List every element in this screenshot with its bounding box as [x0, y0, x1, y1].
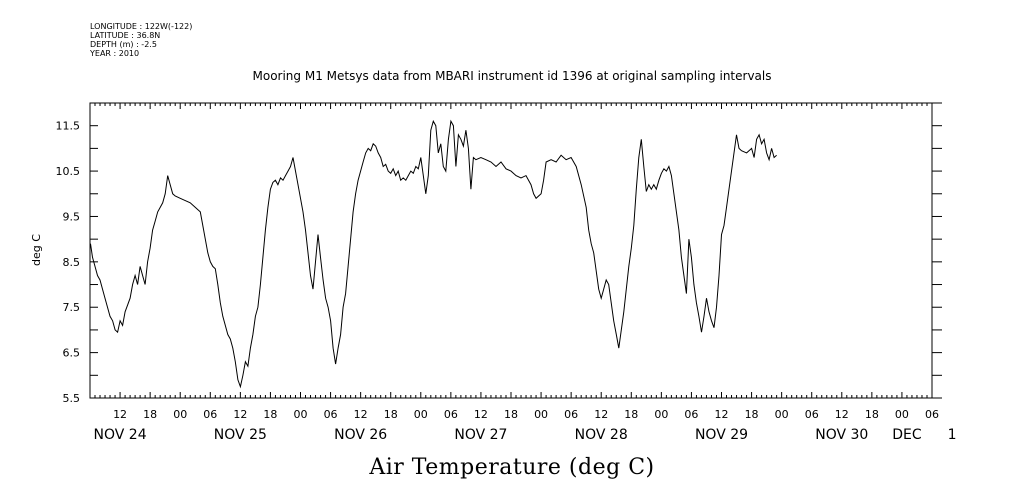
x-tick-label: 00: [654, 408, 668, 421]
y-tick-labels: 11.5 10.5 9.5 8.5 7.5 6.5 5.5: [56, 120, 81, 405]
day-label: DEC: [892, 427, 922, 443]
x-tick-label: 12: [474, 408, 488, 421]
plot-frame: [89, 102, 933, 399]
x-tick-label: 18: [143, 408, 157, 421]
x-tick-label: 06: [203, 408, 217, 421]
longitude-label: LONGITUDE : 122W(-122): [90, 22, 193, 31]
y-axis-label: deg C: [30, 234, 43, 266]
x-tick-label: 18: [624, 408, 638, 421]
day-labels: NOV 24 NOV 25 NOV 26 NOV 27 NOV 28 NOV 29 NOV …: [94, 427, 957, 443]
y-tick-label: 9.5: [63, 210, 81, 223]
x-tick-label: 12: [715, 408, 729, 421]
y-tick-label: 7.5: [63, 301, 81, 314]
x-tick-label: 06: [805, 408, 819, 421]
x-tick-label: 12: [354, 408, 368, 421]
day-label: NOV 24: [94, 427, 147, 443]
day-label: NOV 29: [695, 427, 748, 443]
y-tick-label: 5.5: [63, 392, 81, 405]
y-tick-label: 8.5: [63, 256, 81, 269]
x-tick-label: 00: [534, 408, 548, 421]
x-tick-label: 00: [173, 408, 187, 421]
year-label: YEAR : 2010: [90, 49, 140, 58]
day-label: 1: [948, 427, 957, 443]
station-metadata: LONGITUDE : 122W(-122) LATITUDE : 36.8N …: [90, 22, 192, 58]
x-tick-label: 00: [895, 408, 909, 421]
x-tick-label: 18: [865, 408, 879, 421]
x-tick-label: 18: [384, 408, 398, 421]
day-label: NOV 25: [214, 427, 267, 443]
day-label: NOV 30: [815, 427, 868, 443]
x-tick-label: 06: [925, 408, 939, 421]
y-tick-label: 6.5: [63, 347, 81, 360]
x-tick-label: 18: [745, 408, 759, 421]
day-label: NOV 26: [334, 427, 387, 443]
x-tick-label: 06: [564, 408, 578, 421]
plot-variable-title: Air Temperature (deg C): [368, 455, 654, 480]
chart-axes: [89, 102, 942, 399]
chart-title: Mooring M1 Metsys data from MBARI instru…: [253, 69, 772, 83]
x-tick-label: 18: [263, 408, 277, 421]
y-tick-label: 10.5: [56, 165, 81, 178]
x-tick-labels: 12 18 00 06 12 18 00 06 12 18 00 06 12 18 00 06 12 18 00 06…: [113, 408, 939, 421]
x-tick-label: 00: [414, 408, 428, 421]
x-tick-label: 06: [684, 408, 698, 421]
x-tick-label: 00: [294, 408, 308, 421]
series-line: [90, 119, 777, 389]
latitude-label: LATITUDE : 36.8N: [90, 31, 161, 40]
x-tick-label: 06: [324, 408, 338, 421]
x-tick-label: 18: [504, 408, 518, 421]
x-tick-label: 12: [594, 408, 608, 421]
x-tick-label: 00: [775, 408, 789, 421]
x-tick-label: 12: [835, 408, 849, 421]
y-tick-label: 11.5: [56, 120, 81, 133]
temperature-series: [90, 119, 777, 389]
x-tick-label: 06: [444, 408, 458, 421]
day-label: NOV 28: [575, 427, 628, 443]
day-label: NOV 27: [454, 427, 507, 443]
x-tick-label: 12: [233, 408, 247, 421]
depth-label: DEPTH (m) : -2.5: [90, 40, 157, 49]
x-tick-label: 12: [113, 408, 127, 421]
